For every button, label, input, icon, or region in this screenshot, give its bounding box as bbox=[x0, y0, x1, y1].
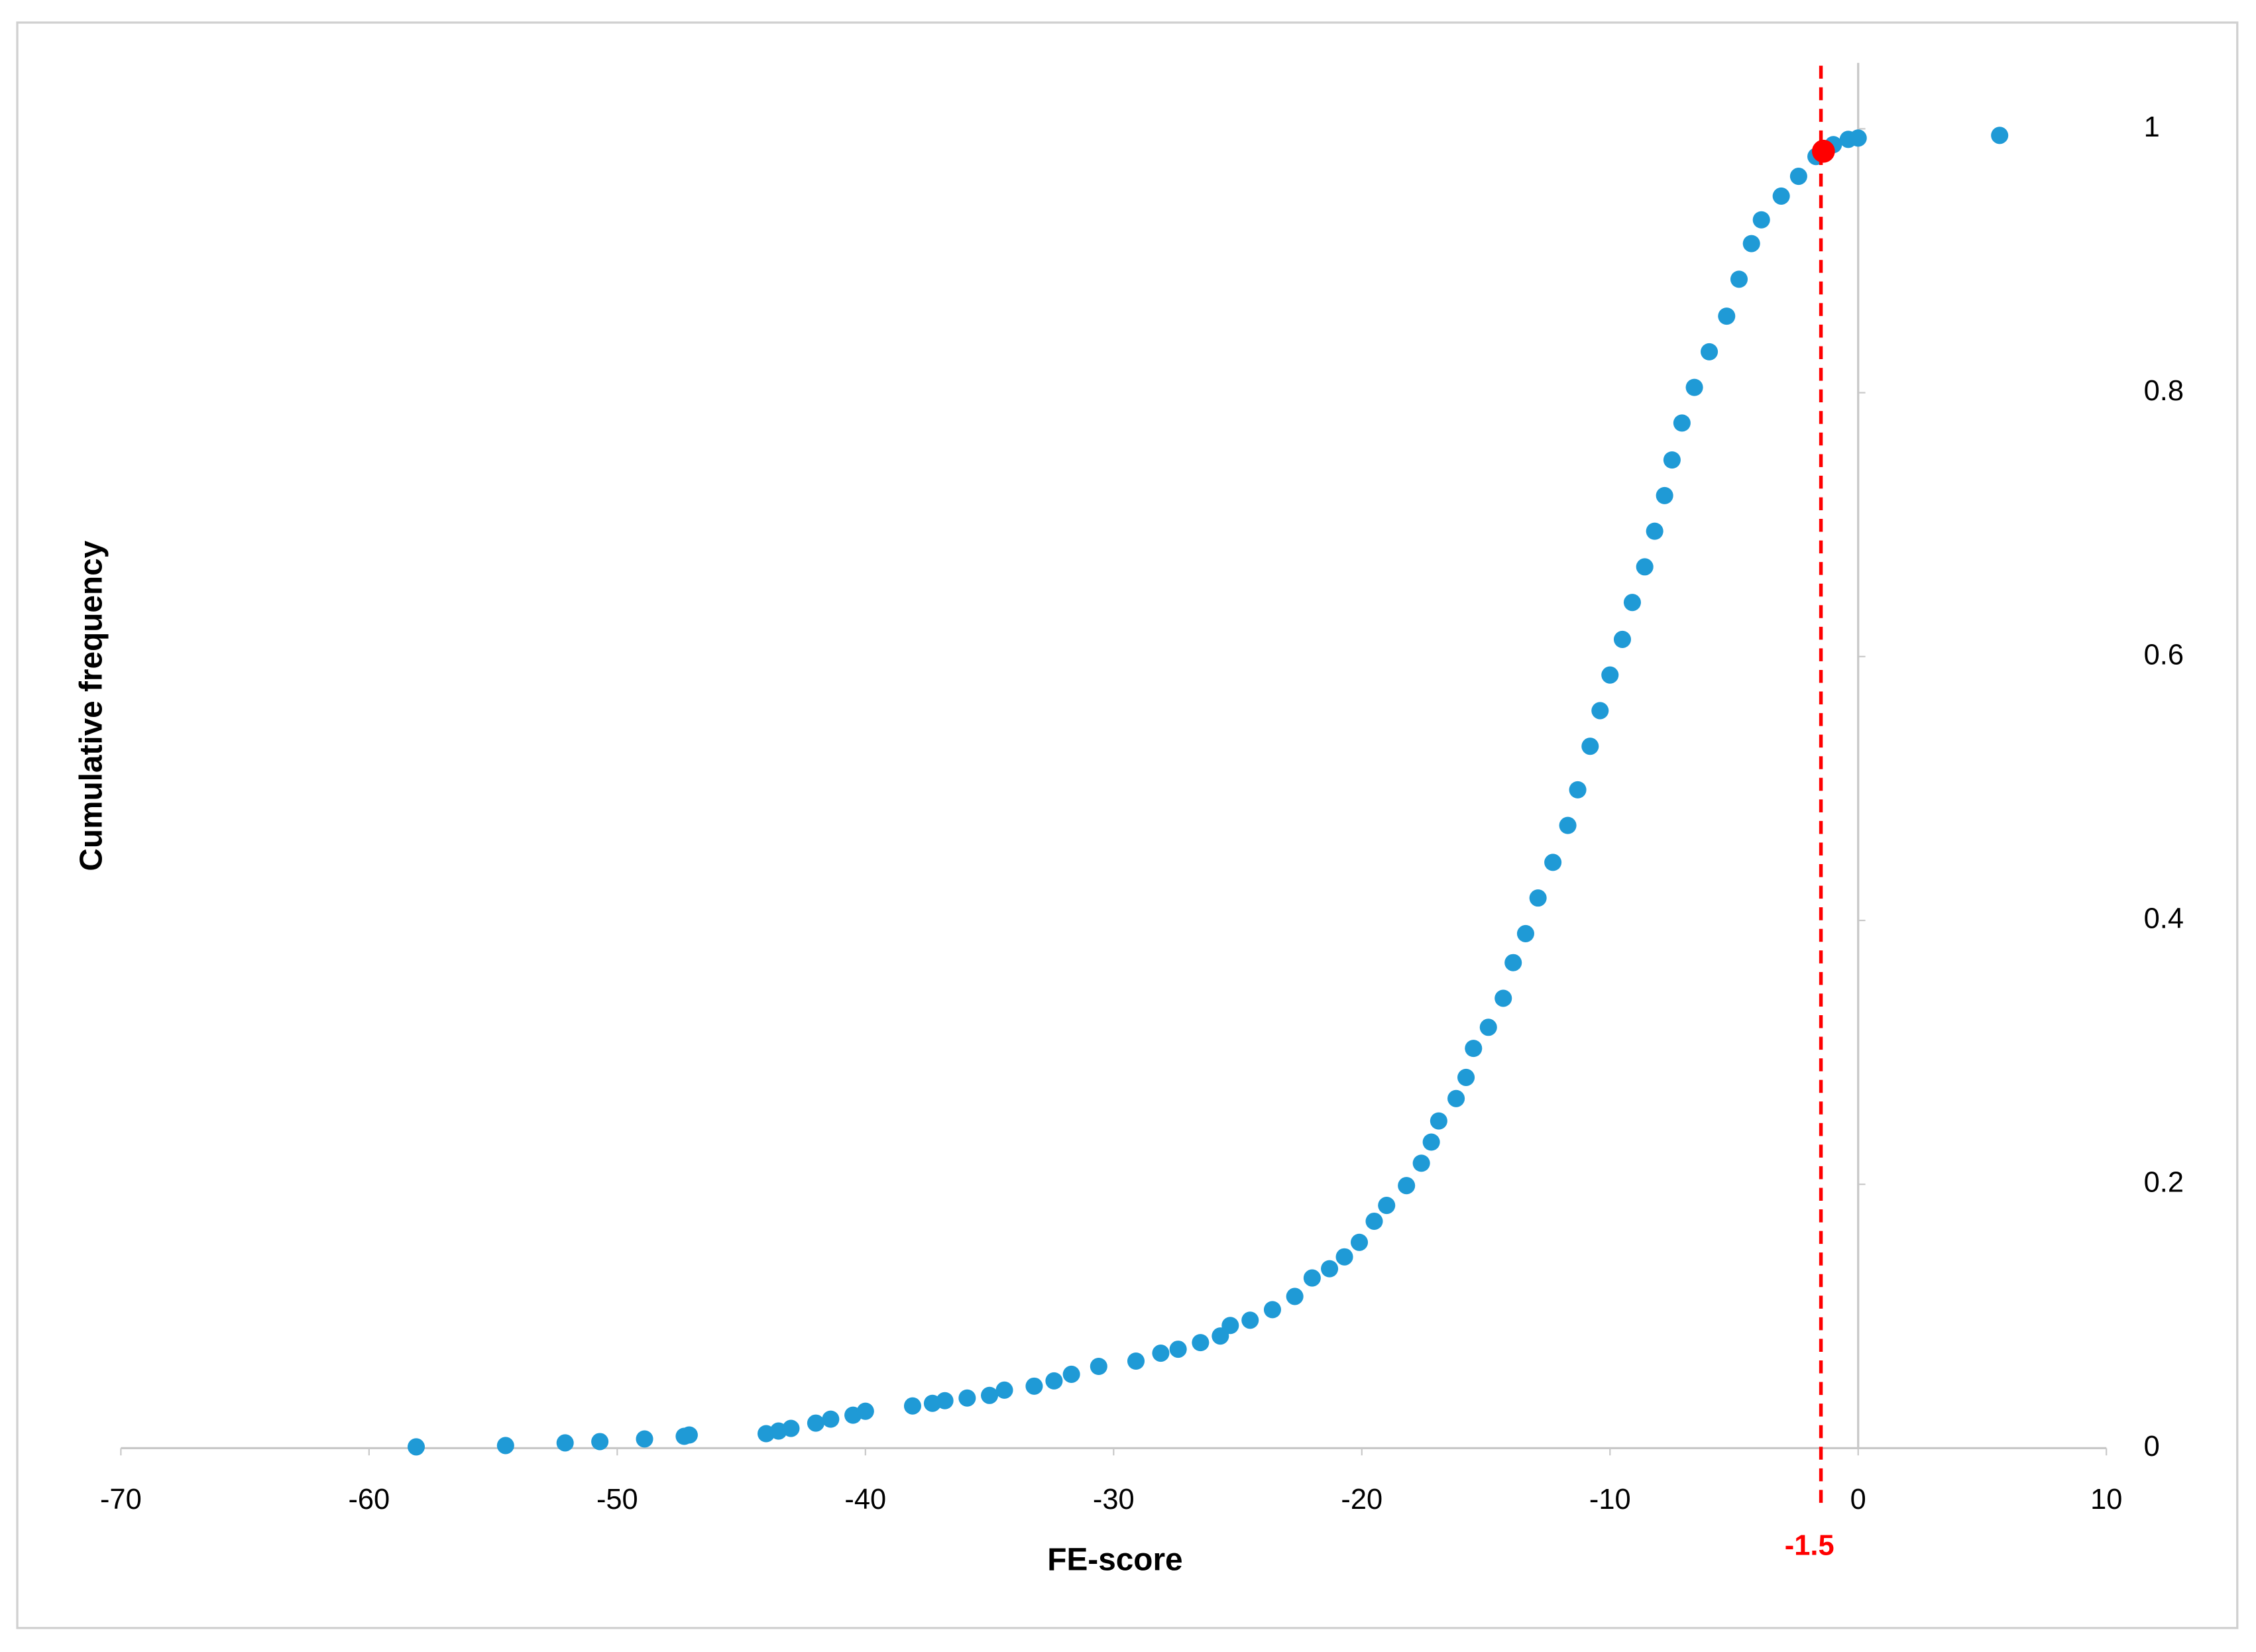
data-point bbox=[981, 1386, 999, 1404]
data-point bbox=[1656, 486, 1673, 504]
data-point bbox=[1378, 1197, 1396, 1215]
x-tick-label: 0 bbox=[1850, 1484, 1866, 1515]
data-point bbox=[1335, 1248, 1353, 1266]
data-point bbox=[1457, 1068, 1475, 1086]
x-tick-label: -70 bbox=[100, 1484, 142, 1515]
data-point bbox=[1789, 168, 1807, 186]
y-tick-label: 0 bbox=[2144, 1431, 2160, 1462]
y-tick-label: 0.8 bbox=[2144, 375, 2184, 407]
data-point bbox=[407, 1438, 425, 1456]
x-tick-label: 10 bbox=[2090, 1484, 2122, 1515]
threshold-label: -1.5 bbox=[1785, 1530, 1834, 1562]
data-point bbox=[1516, 924, 1534, 942]
data-point bbox=[1569, 781, 1587, 798]
data-point bbox=[1127, 1352, 1145, 1370]
data-point bbox=[1849, 129, 1867, 147]
data-point bbox=[556, 1434, 574, 1452]
data-point bbox=[1718, 307, 1736, 325]
data-point bbox=[1730, 270, 1748, 288]
data-point bbox=[1398, 1177, 1416, 1195]
data-point bbox=[1351, 1233, 1369, 1251]
data-point bbox=[1559, 816, 1577, 834]
data-point bbox=[636, 1430, 653, 1448]
data-point bbox=[1685, 378, 1703, 396]
data-point bbox=[1601, 666, 1619, 684]
data-point bbox=[856, 1402, 874, 1420]
data-point bbox=[1412, 1154, 1430, 1172]
data-point bbox=[1544, 854, 1562, 871]
data-point bbox=[958, 1389, 976, 1407]
data-point bbox=[1430, 1112, 1447, 1130]
data-point bbox=[1673, 414, 1691, 432]
x-tick-label: -20 bbox=[1341, 1484, 1382, 1515]
x-tick-label: -50 bbox=[596, 1484, 638, 1515]
data-point bbox=[995, 1381, 1013, 1399]
data-point bbox=[1221, 1317, 1239, 1335]
data-point bbox=[680, 1426, 698, 1444]
data-point bbox=[903, 1397, 921, 1415]
data-point bbox=[1263, 1301, 1281, 1319]
x-tick-label: -10 bbox=[1589, 1484, 1631, 1515]
data-point bbox=[591, 1433, 609, 1451]
data-point bbox=[1321, 1260, 1339, 1278]
data-point bbox=[1504, 954, 1522, 971]
x-tick-label: -60 bbox=[348, 1484, 390, 1515]
data-point bbox=[1169, 1341, 1187, 1358]
data-point bbox=[807, 1414, 824, 1432]
data-point bbox=[1623, 594, 1641, 612]
data-point bbox=[1090, 1357, 1107, 1376]
chart-border bbox=[16, 21, 2239, 1629]
data-point bbox=[1701, 343, 1719, 360]
data-point bbox=[1495, 989, 1512, 1007]
data-point bbox=[1045, 1372, 1063, 1390]
data-point bbox=[1447, 1089, 1465, 1107]
data-point bbox=[1636, 558, 1654, 576]
data-point bbox=[1192, 1334, 1210, 1352]
x-tick-label: -40 bbox=[844, 1484, 886, 1515]
x-tick-label: -30 bbox=[1093, 1484, 1135, 1515]
data-point bbox=[1025, 1377, 1043, 1395]
data-point bbox=[1613, 630, 1632, 648]
data-point bbox=[936, 1392, 954, 1409]
data-point bbox=[1646, 522, 1664, 540]
y-tick-label: 0.2 bbox=[2144, 1167, 2184, 1199]
data-point bbox=[1062, 1365, 1080, 1383]
y-tick-label: 0.4 bbox=[2144, 903, 2184, 934]
y-axis-title: Cumulative frequency bbox=[74, 540, 109, 871]
data-point bbox=[1742, 235, 1760, 252]
data-point bbox=[1303, 1269, 1321, 1287]
data-point bbox=[1286, 1288, 1304, 1305]
data-point bbox=[1365, 1212, 1383, 1230]
data-point bbox=[1991, 127, 2009, 144]
data-point bbox=[496, 1437, 514, 1455]
data-point bbox=[822, 1410, 840, 1428]
data-point bbox=[1422, 1133, 1440, 1151]
y-tick-label: 0.6 bbox=[2144, 639, 2184, 671]
data-point bbox=[1752, 211, 1770, 229]
data-point bbox=[1529, 889, 1547, 907]
data-point bbox=[1152, 1345, 1170, 1362]
y-tick-label: 1 bbox=[2144, 111, 2160, 143]
highlight-point bbox=[1811, 139, 1835, 163]
data-point bbox=[1241, 1311, 1259, 1329]
data-point bbox=[1591, 702, 1609, 720]
data-point bbox=[1479, 1019, 1497, 1036]
data-point bbox=[1465, 1040, 1483, 1058]
x-axis-title: FE-score bbox=[1047, 1543, 1182, 1578]
data-point bbox=[1663, 451, 1681, 469]
data-point bbox=[1772, 187, 1790, 205]
data-point bbox=[1581, 738, 1599, 755]
data-point bbox=[782, 1419, 800, 1437]
